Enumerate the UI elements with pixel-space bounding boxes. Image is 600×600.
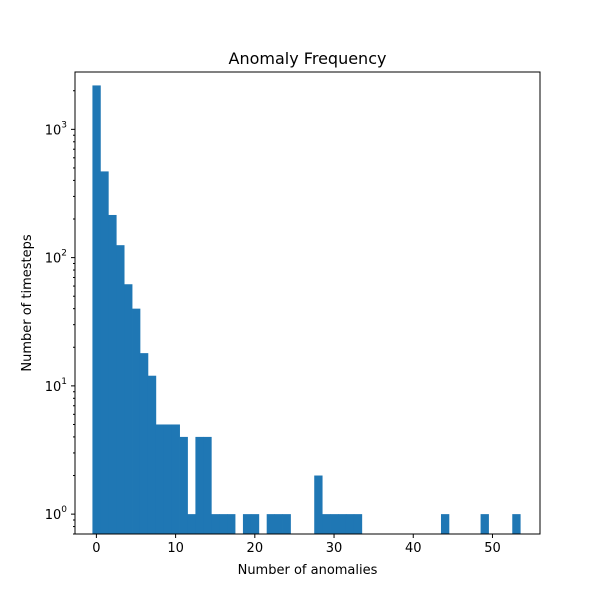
histogram-bar xyxy=(440,514,450,534)
plot-frame xyxy=(74,71,541,535)
histogram-bar xyxy=(250,514,260,534)
y-tick-exponent: 3 xyxy=(61,120,67,130)
x-axis-ticks: 0 10 20 30 40 50 xyxy=(92,534,501,556)
chart-title: Anomaly Frequency xyxy=(229,49,387,68)
histogram-bar xyxy=(266,514,276,534)
x-tick-label: 30 xyxy=(326,541,343,556)
histogram-bar xyxy=(92,85,101,535)
histogram-bar xyxy=(353,514,363,534)
histogram-bar xyxy=(124,284,133,534)
histogram-bar xyxy=(480,514,489,534)
histogram-bar xyxy=(163,424,173,534)
x-tick-label: 20 xyxy=(247,541,264,556)
histogram-bar xyxy=(242,514,252,534)
histogram-bar xyxy=(512,514,521,534)
y-tick-label: 100 xyxy=(45,505,68,523)
histogram-bar xyxy=(147,375,157,534)
histogram-bar xyxy=(338,514,347,534)
histogram-bar xyxy=(314,475,323,534)
y-tick-label: 102 xyxy=(45,249,67,267)
histogram-bar xyxy=(211,514,220,534)
histogram-bar xyxy=(203,436,212,534)
histogram-bar xyxy=(219,514,228,534)
x-tick-label: 0 xyxy=(92,541,100,556)
histogram-bar xyxy=(179,436,188,534)
y-tick-exponent: 2 xyxy=(61,249,67,259)
histogram-bar xyxy=(171,424,180,534)
x-tick-label: 40 xyxy=(405,541,422,556)
x-tick-label: 50 xyxy=(484,541,501,556)
histogram-bar xyxy=(100,171,109,534)
histogram-bar xyxy=(139,353,149,534)
histogram-bar xyxy=(322,514,331,534)
histogram-bar xyxy=(282,514,291,534)
x-axis-label: Number of anomalies xyxy=(238,563,378,578)
histogram-bar xyxy=(195,436,204,534)
y-tick-label: 101 xyxy=(45,377,67,395)
histogram-bar xyxy=(116,245,125,534)
histogram-bar xyxy=(345,514,355,534)
histogram-bar xyxy=(274,514,283,534)
y-tick-exponent: 1 xyxy=(61,377,67,387)
y-tick-label: 103 xyxy=(45,120,67,138)
histogram-bar xyxy=(108,214,117,534)
histogram-bar xyxy=(227,514,236,534)
histogram-bar xyxy=(330,514,339,534)
histogram-bar xyxy=(155,424,165,534)
x-tick-label: 10 xyxy=(167,541,184,556)
y-axis-label: Number of timesteps xyxy=(20,234,35,372)
histogram-bar xyxy=(132,308,141,534)
histogram-bar xyxy=(187,514,196,534)
bars-group xyxy=(92,85,521,535)
y-tick-exponent: 0 xyxy=(61,505,67,515)
